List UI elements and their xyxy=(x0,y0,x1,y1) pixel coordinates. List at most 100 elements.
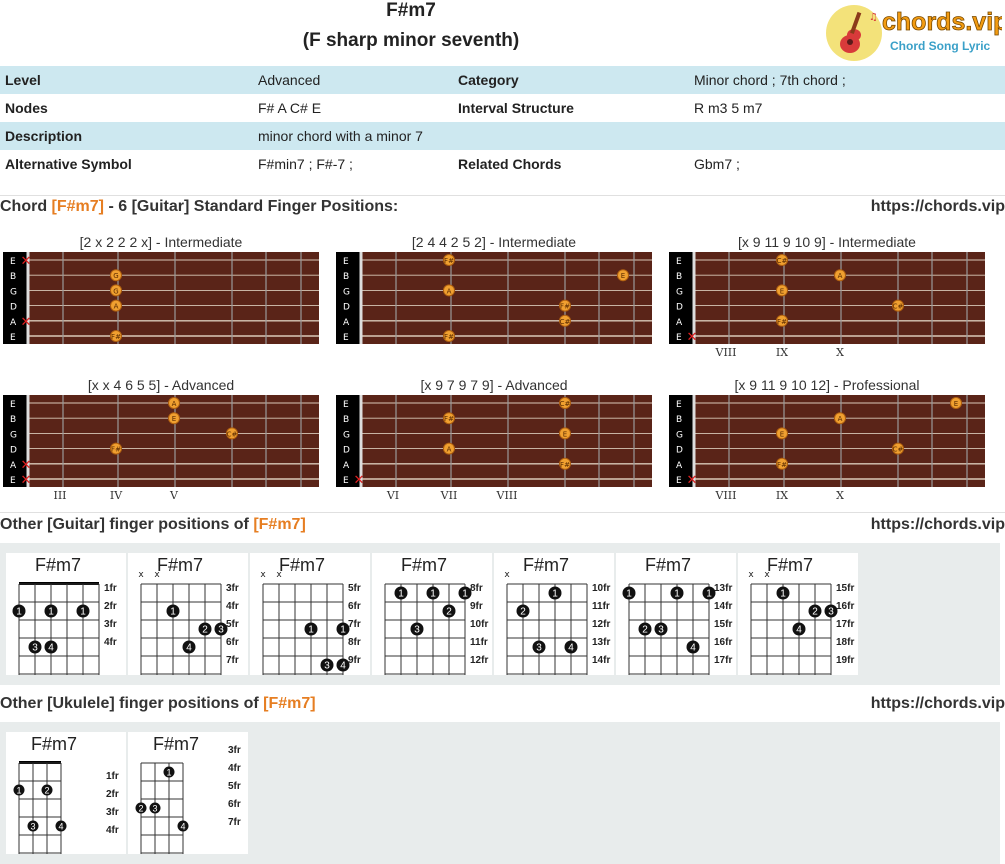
guitar-chord-card[interactable]: F#m7 8fr 9fr 10fr 11fr 12fr 1 1 1 2 3 xyxy=(372,553,492,675)
muted-string-mark: ✕ xyxy=(687,330,698,345)
svg-text:4: 4 xyxy=(690,643,696,654)
finger-dot: 1 xyxy=(44,604,58,618)
finger-dot: 1 xyxy=(670,586,684,600)
finger-dot: 2 xyxy=(135,802,147,814)
fret-number-label: 9fr xyxy=(348,655,361,666)
card-chord-name: F#m7 xyxy=(35,555,81,575)
site-url[interactable]: https://chords.vip xyxy=(870,198,1005,215)
svg-text:C#: C# xyxy=(227,430,238,438)
finger-dot: 3 xyxy=(149,802,161,814)
fretboard-title: [2 4 4 2 5 2] - Intermediate xyxy=(411,234,577,250)
fret-number-label: 10fr xyxy=(470,619,488,630)
card-chord-name: F#m7 xyxy=(401,555,447,575)
string-name-label: G xyxy=(676,287,683,297)
fret-number-label: 3fr xyxy=(106,807,119,818)
fretboard-diagram: E B G D A E ✕ C# F# E A F# VI VII VIII xyxy=(336,395,652,502)
category-label: Category xyxy=(453,66,689,94)
fret-number-label: 9fr xyxy=(470,601,483,612)
site-logo[interactable]: ♫ chords.vip Chord Song Lyric xyxy=(824,2,1005,62)
svg-text:1: 1 xyxy=(48,607,54,618)
muted-string-mark: x xyxy=(748,570,754,580)
interval-value: R m3 5 m7 xyxy=(694,100,763,116)
alt-symbol-label: Alternative Symbol xyxy=(5,156,132,172)
guitar-chord-card[interactable]: F#m7 10fr 11fr 12fr 13fr 14fr x 1 2 3 4 xyxy=(494,553,614,675)
svg-text:1: 1 xyxy=(674,589,680,600)
fretboard-title: [x x 4 6 5 5] - Advanced xyxy=(87,377,235,393)
finger-note-dot: F# xyxy=(443,254,455,266)
svg-text:3: 3 xyxy=(536,643,542,654)
finger-dot: 2 xyxy=(638,622,652,636)
string-name-label: D xyxy=(343,303,350,313)
guitar-chord-card[interactable]: F#m7 13fr 14fr 15fr 16fr 17fr 1 1 1 2 3 4 xyxy=(616,553,736,675)
finger-dot: 3 xyxy=(320,658,334,672)
fret-position-marker: IX xyxy=(775,346,789,359)
muted-string-mark: x xyxy=(260,570,266,580)
chord-link[interactable]: [F#m7] xyxy=(253,516,306,533)
chord-link[interactable]: [F#m7] xyxy=(51,198,104,215)
svg-text:A: A xyxy=(114,303,119,311)
ukulele-chord-card[interactable]: F#m7 1fr 2fr 3fr 4fr 1 2 3 4 xyxy=(6,732,126,854)
string-name-label: A xyxy=(10,461,17,471)
finger-note-dot: F# xyxy=(559,299,571,312)
muted-string-mark: ✕ xyxy=(21,473,32,488)
finger-note-dot: C# xyxy=(559,314,571,327)
svg-text:4: 4 xyxy=(180,822,185,832)
string-name-label: E xyxy=(676,476,682,486)
alt-symbol-value: F#min7 ; F#-7 ; xyxy=(258,156,353,172)
guitar-chord-card[interactable]: F#m7 15fr 16fr 17fr 18fr 19fr x x 1 2 3 4 xyxy=(738,553,858,675)
svg-text:F#: F# xyxy=(560,461,570,469)
string-names-strip xyxy=(336,395,361,487)
fret-number-label: 17fr xyxy=(714,655,732,666)
string-name-label: B xyxy=(10,272,16,282)
finger-dot: 4 xyxy=(177,820,189,832)
site-url[interactable]: https://chords.vip xyxy=(870,516,1005,533)
svg-text:1: 1 xyxy=(706,589,712,600)
fret-number-label: 5fr xyxy=(228,781,241,792)
string-name-label: E xyxy=(343,257,349,267)
finger-dot: 4 xyxy=(44,640,58,654)
finger-dot: 1 xyxy=(336,622,350,636)
svg-text:3: 3 xyxy=(218,625,224,636)
fret-number-label: 11fr xyxy=(592,601,610,612)
string-name-label: B xyxy=(676,272,682,282)
finger-dot: 1 xyxy=(166,604,180,618)
string-name-label: D xyxy=(10,303,17,313)
divider xyxy=(0,195,1005,196)
finger-note-dot: A xyxy=(168,397,180,409)
guitar-chord-card[interactable]: F#m71fr2fr3fr4fr111344 xyxy=(6,553,126,675)
muted-string-mark: ✕ xyxy=(687,473,698,488)
finger-dot: 1 xyxy=(622,586,636,600)
svg-text:4: 4 xyxy=(340,661,346,672)
muted-string-mark: x xyxy=(764,570,770,580)
finger-note-dot: A xyxy=(834,412,846,425)
nodes-label: Nodes xyxy=(5,100,48,116)
string-name-label: B xyxy=(10,415,16,425)
string-name-label: E xyxy=(10,476,16,486)
guitar-chord-card[interactable]: F#m7 5fr 6fr 7fr 8fr 9fr x x 1 1 3 4 xyxy=(250,553,370,675)
fret-position-marker: VIII xyxy=(496,489,518,502)
fret-number-label: 7fr xyxy=(228,817,241,828)
finger-note-dot: F# xyxy=(776,314,788,327)
svg-text:1: 1 xyxy=(552,589,558,600)
section-guitar-title: Other [Guitar] finger positions of [F#m7… xyxy=(0,516,306,533)
fret-number-label: 4fr xyxy=(228,763,241,774)
fretboard-wood xyxy=(694,395,985,487)
string-names-strip xyxy=(669,395,694,487)
chord-link[interactable]: [F#m7] xyxy=(263,695,316,712)
card-chord-name: F#m7 xyxy=(645,555,691,575)
site-url[interactable]: https://chords.vip xyxy=(870,695,1005,712)
card-chord-name: F#m7 xyxy=(523,555,569,575)
svg-text:E: E xyxy=(172,415,176,423)
fret-position-marker: VII xyxy=(440,489,458,502)
fret-number-label: 13fr xyxy=(592,637,610,648)
guitar-chord-card[interactable]: F#m7 3fr 4fr 5fr 6fr 7fr x x 1 2 3 4 xyxy=(128,553,248,675)
finger-dot: 2 xyxy=(516,604,530,618)
card-chord-name: F#m7 xyxy=(767,555,813,575)
string-name-label: D xyxy=(10,446,17,456)
related-value[interactable]: Gbm7 ; xyxy=(694,156,740,172)
finger-dot: 2 xyxy=(41,784,53,796)
ukulele-chord-card[interactable]: F#m7 3fr 4fr 5fr 6fr 7fr 1 2 3 4 xyxy=(128,732,248,854)
svg-text:1: 1 xyxy=(398,589,404,600)
finger-dot: 4 xyxy=(792,622,806,636)
string-name-label: B xyxy=(676,415,682,425)
